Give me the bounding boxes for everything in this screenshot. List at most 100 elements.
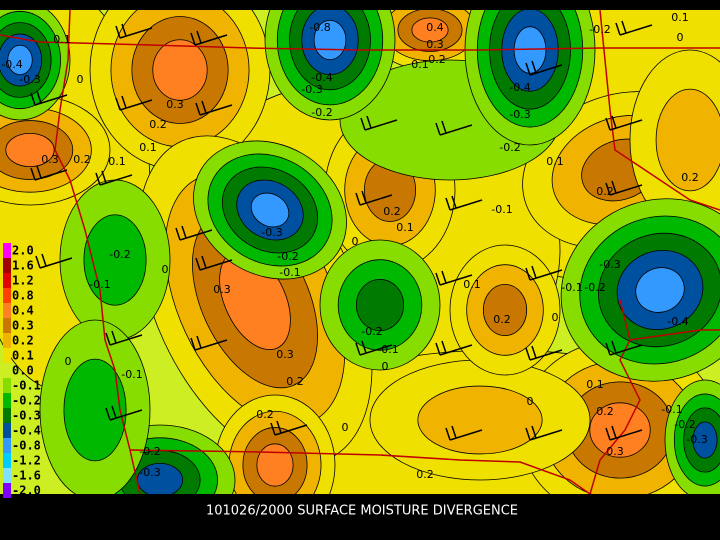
barb-flag: [35, 255, 41, 269]
barb-flag: [195, 257, 201, 271]
state-borders: [0, 10, 720, 494]
barb-flag: [531, 265, 537, 279]
wind-barb: [435, 270, 473, 286]
contour-label: 0: [552, 311, 559, 324]
contour-label: 0.1: [139, 141, 157, 154]
contour-label: 0: [77, 73, 84, 86]
barb-staff: [529, 269, 563, 281]
legend-swatch: [3, 423, 11, 438]
legend-label: 0.3: [12, 319, 34, 333]
barb-flag: [105, 407, 111, 421]
contour-label: 0.3: [166, 98, 184, 111]
barb-flag: [276, 420, 282, 434]
wind-barb: [605, 425, 643, 441]
contour-label: 0.3: [213, 283, 231, 296]
legend-label: -0.2: [12, 394, 41, 408]
barb-flag: [181, 225, 187, 239]
barb-flag: [435, 122, 441, 136]
legend-label: -0.4: [12, 424, 41, 438]
barb-flag: [115, 97, 121, 111]
legend-label: 0.4: [12, 304, 34, 318]
barb-staff: [364, 119, 398, 131]
contour-label: 0.1: [396, 221, 414, 234]
contour-label: 0.2: [681, 171, 699, 184]
wind-barb: [30, 90, 68, 106]
wind-barb: [30, 165, 68, 181]
barb-flag: [361, 340, 367, 354]
barb-flag: [30, 92, 36, 106]
barb-flag: [531, 60, 537, 74]
barb-staff: [609, 184, 643, 196]
contour-band: [63, 358, 127, 462]
contour-label: -0.1: [377, 343, 398, 356]
contour-label: 0: [65, 355, 72, 368]
barb-flag: [441, 120, 447, 134]
contour-label: 0.1: [108, 155, 126, 168]
barb-flag: [360, 117, 366, 131]
barb-staff: [109, 334, 143, 346]
wind-barb: [435, 120, 473, 136]
legend-label: 0.2: [12, 334, 34, 348]
legend-label: -1.6: [12, 469, 41, 483]
wind-barb: [105, 330, 143, 346]
legend-swatch: [3, 273, 11, 288]
contour-band: [256, 443, 294, 487]
contour-label: -0.3: [301, 83, 322, 96]
contour-labels: -0.8 0.40.30.20.1-0.20.100.1-0.4-0.3 00.30…: [1, 11, 707, 481]
contour-label: -0.1: [491, 203, 512, 216]
contour-label: 0: [527, 395, 534, 408]
contour-label: -0.1: [121, 368, 142, 381]
legend-swatch: [3, 318, 11, 333]
contour-label: 0.2: [596, 185, 614, 198]
contour-label: -0.1: [561, 281, 582, 294]
barb-flag: [525, 347, 531, 361]
barb-flag: [105, 332, 111, 346]
wind-barb: [525, 265, 563, 281]
contour-label: 0.1: [53, 33, 71, 46]
contour-label: 0: [162, 263, 169, 276]
barb-staff: [194, 339, 228, 351]
barb-flag: [175, 227, 181, 241]
barb-staff: [34, 94, 68, 106]
contour-label: 0: [382, 360, 389, 373]
legend-swatch: [3, 453, 11, 468]
contour-label: -0.4: [509, 81, 530, 94]
contour-band: [417, 385, 543, 455]
contour-label: -0.4: [1, 58, 22, 71]
border: [599, 10, 720, 211]
wind-barb: [445, 195, 483, 211]
border: [129, 449, 591, 494]
barb-staff: [609, 429, 643, 441]
contour-label: -0.3: [261, 226, 282, 239]
contour-label: 0.2: [383, 205, 401, 218]
contour-label: 0: [352, 235, 359, 248]
legend-label: 2.0: [12, 244, 34, 258]
legend-label: 0.8: [12, 289, 34, 303]
wind-barb: [195, 255, 233, 271]
barb-flag: [195, 102, 201, 116]
barb-staff: [179, 229, 213, 241]
barb-staff: [529, 64, 563, 76]
barb-flag: [435, 342, 441, 356]
contour-label: -0.2: [109, 248, 130, 261]
wind-barb: [175, 225, 213, 241]
barb-flag: [445, 427, 451, 441]
barb-staff: [439, 274, 473, 286]
barb-flag: [605, 117, 611, 131]
barb-flag: [361, 190, 367, 204]
barb-staff: [529, 429, 563, 441]
contour-label: -0.4: [311, 71, 332, 84]
barb-flag: [121, 23, 127, 37]
barb-staff: [274, 424, 308, 436]
barb-staff: [109, 409, 143, 421]
barb-flag: [270, 422, 276, 436]
contour-label: -0.1: [661, 403, 682, 416]
barb-flag: [435, 272, 441, 286]
barb-flag: [36, 165, 42, 179]
contour-band: [482, 283, 528, 337]
barb-staff: [34, 169, 68, 181]
contour-label: 0.1: [411, 58, 429, 71]
contour-label: 0.1: [586, 378, 604, 391]
barb-flag: [611, 115, 617, 129]
